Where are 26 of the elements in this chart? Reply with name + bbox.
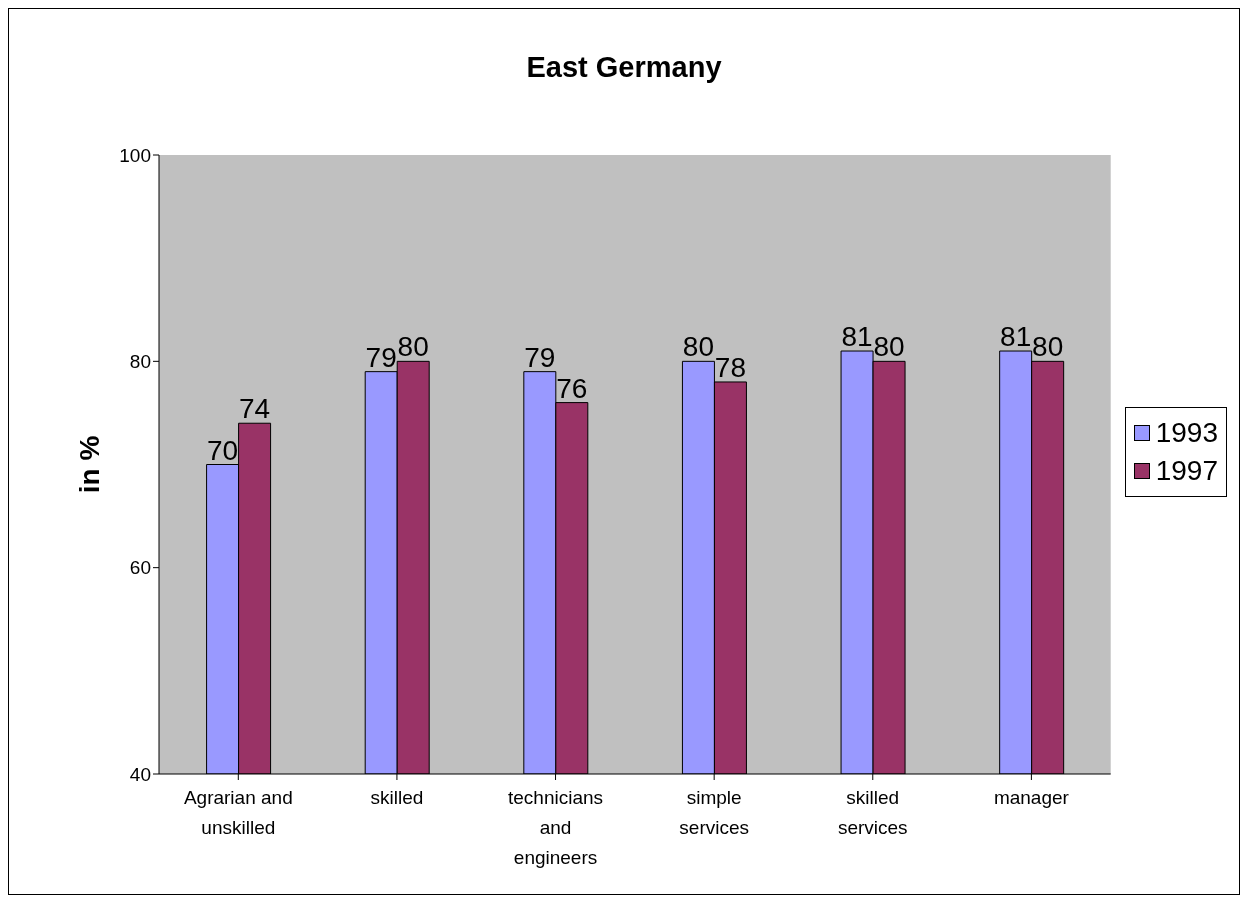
x-tick-label: Agrarian and unskilled — [183, 787, 293, 838]
data-label: 79 — [365, 341, 397, 373]
y-tick-label: 100 — [119, 144, 151, 166]
x-tick-label: manager — [993, 787, 1070, 808]
data-label: 81 — [841, 321, 873, 353]
y-tick-label: 40 — [129, 763, 151, 785]
x-tick-label: simple services — [679, 787, 749, 838]
data-label: 78 — [714, 351, 747, 383]
chart-title: East Germany — [525, 51, 723, 84]
y-tick-label: 80 — [129, 351, 151, 373]
data-label: 70 — [207, 434, 239, 466]
x-tick-label: technicians and engineers — [508, 787, 604, 868]
data-label: 74 — [239, 393, 271, 425]
legend-label: 1997 — [1155, 453, 1218, 488]
data-label: 80 — [1032, 331, 1064, 363]
legend-label: 1993 — [1155, 415, 1218, 450]
y-tick-label: 60 — [129, 557, 151, 579]
data-label: 81 — [1000, 321, 1032, 353]
data-label: 80 — [397, 331, 429, 363]
y-axis-title: in % — [73, 435, 105, 494]
data-label: 76 — [556, 372, 588, 404]
x-tick-label: skilled services — [837, 787, 908, 838]
data-label: 80 — [873, 331, 905, 363]
data-label: 79 — [524, 341, 556, 373]
data-label: 80 — [682, 331, 715, 363]
x-tick-label: skilled — [370, 787, 424, 808]
